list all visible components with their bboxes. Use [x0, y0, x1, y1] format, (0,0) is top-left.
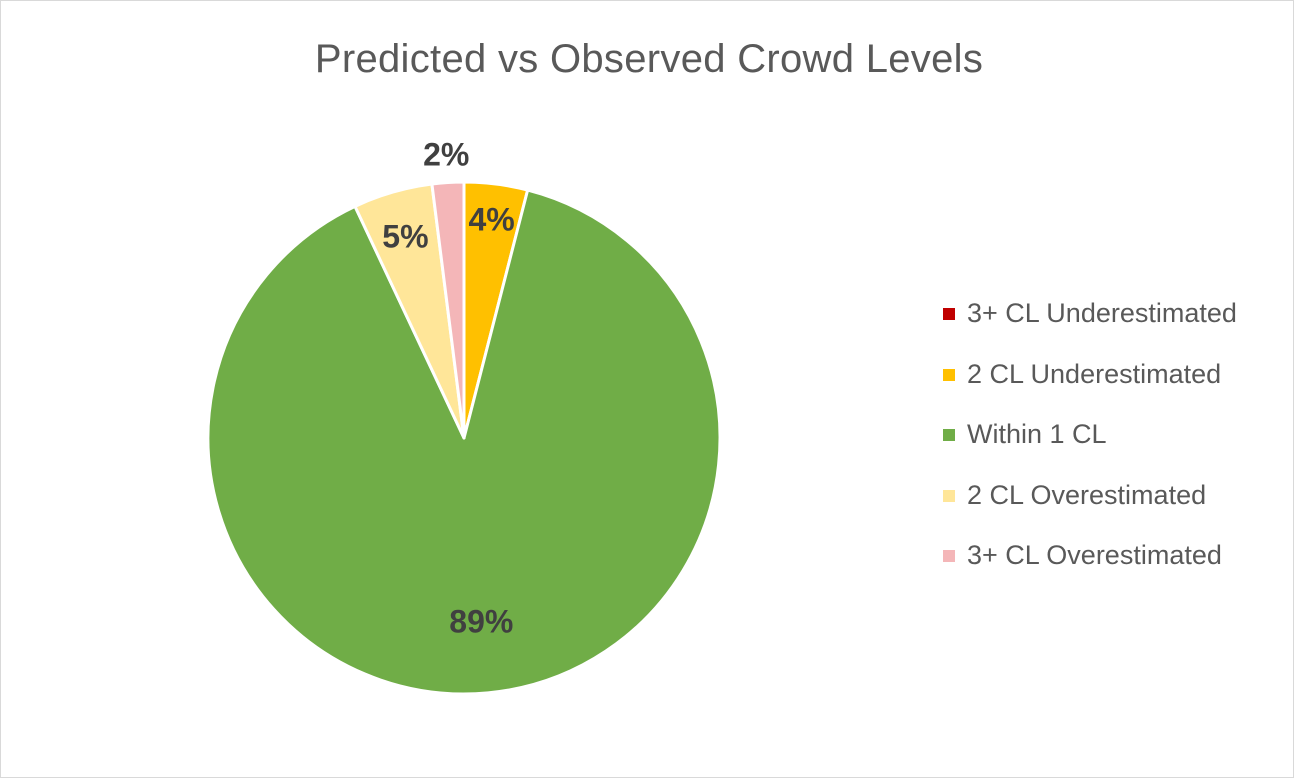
pie-slice-4: [430, 180, 466, 440]
legend-label: 2 CL Overestimated: [967, 479, 1207, 510]
legend-label: 2 CL Underestimated: [967, 358, 1222, 389]
legend-label: Within 1 CL: [967, 419, 1107, 449]
legend-item-3plus-cl-underestimated: 3+ CL Underestimated: [943, 294, 1237, 355]
pie-data-labels: 4% 89% 5% 2%: [382, 136, 514, 639]
legend-item-2-cl-overestimated: 2 CL Overestimated: [943, 476, 1237, 537]
pie-data-label-2: 89%: [449, 604, 513, 640]
legend-item-within-1-cl: Within 1 CL: [943, 415, 1237, 476]
legend: 3+ CL Underestimated 2 CL Underestimated…: [943, 294, 1237, 597]
chart-title: Predicted vs Observed Crowd Levels: [314, 37, 984, 81]
legend-swatch: [943, 429, 955, 441]
pie-data-label-4: 2%: [423, 136, 469, 172]
legend-label: 3+ CL Overestimated: [967, 540, 1222, 570]
legend-swatch: [943, 308, 955, 320]
legend-swatch: [943, 368, 955, 381]
pie-data-label-1: 4%: [468, 202, 514, 238]
pie-slice-2: [206, 188, 722, 696]
legend-label: 3+ CL Underestimated: [967, 298, 1237, 328]
legend-item-2-cl-underestimated: 2 CL Underestimated: [943, 355, 1237, 416]
pie-data-label-3: 5%: [382, 218, 428, 254]
legend-item-3plus-cl-overestimated: 3+ CL Overestimated: [943, 536, 1237, 597]
legend-swatch: [943, 550, 955, 562]
legend-swatch: [943, 489, 955, 502]
pie-slices: [206, 180, 722, 696]
